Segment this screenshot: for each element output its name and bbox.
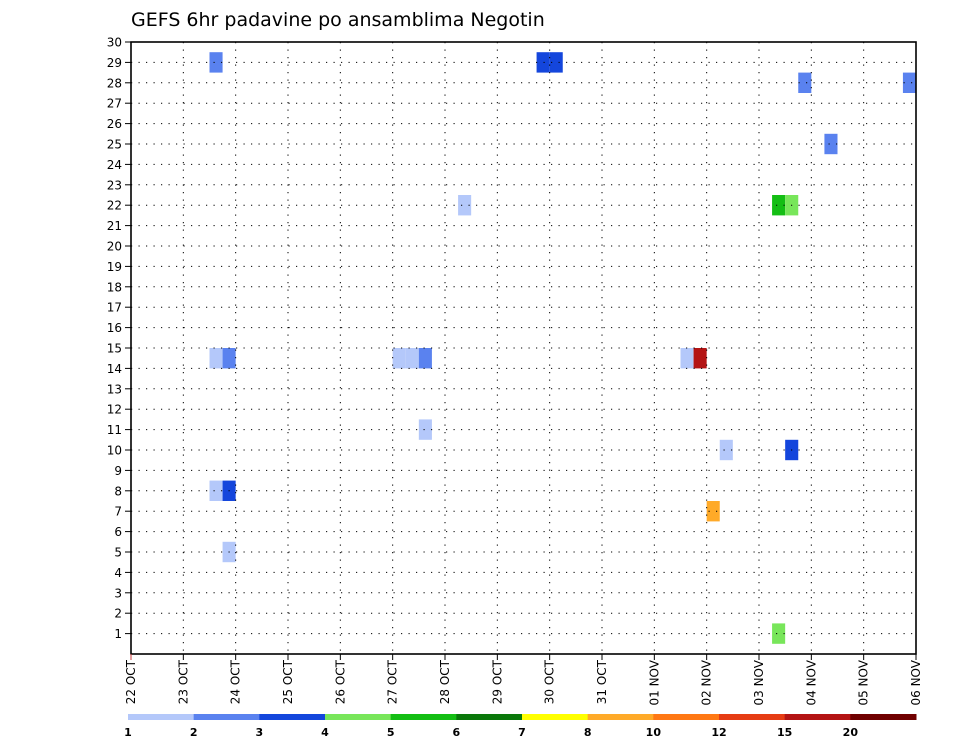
precip-cell — [824, 133, 838, 155]
precip-cell — [536, 52, 550, 73]
y-tick-label: 28 — [107, 76, 122, 90]
y-tick-label: 25 — [107, 138, 122, 152]
y-tick-label: 16 — [107, 321, 122, 335]
x-tick-label: 26 OCT — [333, 659, 347, 704]
x-tick-label: 06 NOV — [909, 659, 923, 705]
precip-cell — [222, 348, 236, 369]
x-tick-label: 04 NOV — [804, 659, 818, 705]
y-tick-label: 30 — [107, 36, 122, 50]
precip-cell — [693, 348, 707, 369]
legend-swatch — [784, 714, 851, 720]
precip-cell — [798, 72, 812, 93]
x-tick-label: 03 NOV — [752, 659, 766, 705]
y-tick-label: 14 — [107, 362, 122, 376]
legend-swatch — [719, 714, 786, 720]
legend-label: 12 — [711, 726, 726, 739]
chart-title: GEFS 6hr padavine po ansamblima Negotin — [131, 9, 545, 31]
precip-cell — [772, 195, 786, 216]
y-tick-label: 8 — [114, 484, 122, 498]
y-tick-label: 18 — [107, 280, 122, 294]
y-tick-label: 22 — [107, 199, 122, 213]
x-tick-label: 28 OCT — [438, 659, 452, 704]
y-tick-label: 24 — [107, 158, 122, 172]
x-tick-label: 22 OCT — [124, 659, 138, 704]
precip-cell — [680, 348, 694, 369]
x-tick-label: 31 OCT — [595, 659, 609, 704]
legend-swatch — [587, 714, 654, 720]
legend-swatch — [259, 714, 326, 720]
plot-frame — [130, 41, 917, 655]
y-tick-label: 27 — [107, 97, 122, 111]
y-tick-label: 15 — [107, 342, 122, 356]
y-tick-label: 3 — [114, 586, 122, 600]
y-tick-label: 20 — [107, 240, 122, 254]
legend-label: 2 — [190, 726, 198, 739]
y-tick-label: 23 — [107, 178, 122, 192]
legend-label: 3 — [256, 726, 264, 739]
legend-label: 6 — [453, 726, 461, 739]
y-tick-label: 17 — [107, 301, 122, 315]
y-tick-label: 19 — [107, 260, 122, 274]
y-tick-label: 6 — [114, 525, 122, 539]
legend-label: 20 — [843, 726, 859, 739]
y-tick-label: 4 — [114, 566, 122, 580]
precip-cell — [418, 419, 432, 440]
legend-swatch — [456, 714, 523, 720]
precip-cell — [418, 348, 432, 369]
legend-label: 10 — [646, 726, 662, 739]
legend-swatch — [193, 714, 260, 720]
data-cells — [209, 52, 916, 644]
legend-swatch — [850, 714, 917, 720]
precip-cell — [405, 348, 419, 369]
legend-label: 5 — [387, 726, 395, 739]
legend-label: 8 — [584, 726, 592, 739]
y-tick-label: 12 — [107, 403, 122, 417]
x-tick-label: 30 OCT — [543, 659, 557, 704]
precip-cell — [209, 52, 223, 73]
x-tick-label: 25 OCT — [281, 659, 295, 704]
precip-cell — [719, 439, 733, 461]
y-tick-label: 13 — [107, 382, 122, 396]
precip-cell — [549, 52, 563, 73]
legend-swatch — [128, 714, 195, 720]
grid — [131, 42, 916, 654]
legend-label: 1 — [124, 726, 132, 739]
x-tick-label: 24 OCT — [229, 659, 243, 704]
legend-swatch — [325, 714, 392, 720]
y-tick-label: 11 — [107, 423, 122, 437]
x-tick-label: 23 OCT — [176, 659, 190, 704]
y-tick-label: 10 — [107, 444, 122, 458]
legend-swatch — [390, 714, 457, 720]
legend-label: 4 — [321, 726, 329, 739]
x-axis: 22 OCT 23 OCT 24 OCT 25 OCT 26 OCT 27 OCT 28 O… — [124, 654, 923, 706]
y-tick-label: 26 — [107, 117, 122, 131]
precip-cell — [209, 348, 223, 369]
y-tick-label: 9 — [114, 464, 122, 478]
x-tick-label: 29 OCT — [490, 659, 504, 704]
y-tick-label: 1 — [114, 627, 122, 641]
color-legend: 1 2 3 4 5 6 7 8 10 12 15 20 — [124, 714, 917, 739]
precip-cell — [458, 195, 472, 216]
y-tick-label: 5 — [114, 546, 122, 560]
precip-cell — [706, 501, 720, 522]
x-tick-label: 27 OCT — [386, 659, 400, 704]
y-tick-label: 7 — [114, 505, 122, 519]
legend-swatch — [653, 714, 720, 720]
legend-label: 7 — [518, 726, 526, 739]
x-tick-label: 05 NOV — [857, 659, 871, 705]
x-tick-label: 01 NOV — [647, 659, 661, 705]
precip-cell — [902, 72, 916, 93]
precip-cell — [772, 623, 786, 644]
y-tick-label: 29 — [107, 56, 122, 70]
y-tick-label: 21 — [107, 219, 122, 233]
x-tick-label: 02 NOV — [700, 659, 714, 705]
precip-cell — [209, 480, 223, 501]
y-axis: 1234567891011121314151617181920212223242… — [107, 36, 131, 641]
y-tick-label: 2 — [114, 607, 122, 621]
legend-swatch — [522, 714, 589, 720]
precip-cell — [392, 348, 406, 369]
legend-label: 15 — [777, 726, 792, 739]
